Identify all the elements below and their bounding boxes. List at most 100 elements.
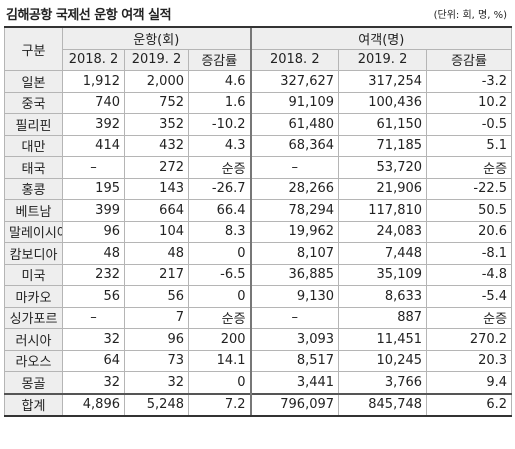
cell-flights-2019: 73: [124, 349, 189, 372]
table-row: 일본 1,912 2,000 4.6 327,627 317,254 -3.2: [4, 70, 513, 93]
row-label: 대만: [4, 134, 63, 157]
flights-passengers-table: 구분 운항(회) 여객(명) 2018. 2 2019. 2 증감률 2018.…: [4, 26, 513, 417]
cell-flights-2018: 32: [62, 371, 125, 394]
cell-passengers-2018: 3,093: [249, 328, 340, 351]
cell-passengers-2018: –: [249, 156, 340, 179]
cell-flights-change: 14.1: [187, 349, 252, 372]
cell-passengers-2018: 91,109: [249, 91, 340, 114]
table-body: 일본 1,912 2,000 4.6 327,627 317,254 -3.2 중국 740 75…: [4, 70, 513, 417]
row-label: 일본: [4, 70, 63, 93]
cell-flights-2019: 752: [124, 91, 189, 114]
header-flights-2019: 2019. 2: [124, 48, 189, 71]
cell-flights-2018: 392: [62, 113, 125, 136]
table-row: 필리핀 392 352 -10.2 61,480 61,150 -0.5: [4, 113, 513, 136]
cell-flights-2018: 4,896: [62, 392, 125, 417]
cell-passengers-change: -4.8: [426, 263, 513, 286]
cell-flights-2018: 32: [62, 328, 125, 351]
cell-passengers-2019: 61,150: [338, 113, 428, 136]
cell-passengers-2018: 78,294: [249, 199, 340, 222]
header-passengers-2018: 2018. 2: [249, 48, 340, 71]
cell-flights-2019: 56: [124, 285, 189, 308]
cell-passengers-change: 50.5: [426, 199, 513, 222]
cell-flights-2019: 143: [124, 177, 189, 200]
cell-flights-change: 66.4: [187, 199, 252, 222]
cell-passengers-2018: 61,480: [249, 113, 340, 136]
total-row: 합계 4,896 5,248 7.2 796,097 845,748 6.2: [4, 392, 513, 417]
cell-flights-change: -26.7: [187, 177, 252, 200]
cell-passengers-2019: 11,451: [338, 328, 428, 351]
cell-passengers-2018: 796,097: [249, 392, 340, 417]
unit-note: (단위: 회, 명, %): [433, 10, 507, 21]
cell-passengers-change: -0.5: [426, 113, 513, 136]
header-flights-change: 증감률: [187, 48, 252, 71]
cell-passengers-2018: 327,627: [249, 70, 340, 93]
cell-flights-2018: 64: [62, 349, 125, 372]
cell-passengers-change: 270.2: [426, 328, 513, 351]
cell-flights-change: 8.3: [187, 220, 252, 243]
table-row: 베트남 399 664 66.4 78,294 117,810 50.5: [4, 199, 513, 222]
cell-passengers-2018: 19,962: [249, 220, 340, 243]
cell-passengers-change: 20.3: [426, 349, 513, 372]
cell-passengers-2019: 71,185: [338, 134, 428, 157]
cell-passengers-2018: 3,441: [249, 371, 340, 394]
cell-flights-2019: 272: [124, 156, 189, 179]
cell-flights-2018: 232: [62, 263, 125, 286]
cell-passengers-change: 10.2: [426, 91, 513, 114]
cell-passengers-2018: 8,517: [249, 349, 340, 372]
row-label: 싱가포르: [4, 306, 63, 329]
header-row-sub: 2018. 2 2019. 2 증감률 2018. 2 2019. 2 증감률: [5, 48, 513, 71]
table-row: 중국 740 752 1.6 91,109 100,436 10.2: [4, 91, 513, 114]
row-label: 태국: [4, 156, 63, 179]
cell-flights-2019: 48: [124, 242, 189, 265]
table-row: 미국 232 217 -6.5 36,885 35,109 -4.8: [4, 263, 513, 286]
cell-passengers-2018: 8,107: [249, 242, 340, 265]
header-flights-group: 운항(회): [61, 26, 252, 50]
header-category: 구분: [4, 26, 63, 71]
header-flights-2018: 2018. 2: [62, 48, 125, 71]
cell-passengers-2018: 9,130: [249, 285, 340, 308]
cell-passengers-2019: 887: [338, 306, 428, 329]
cell-flights-change: 200: [187, 328, 252, 351]
cell-flights-change: 4.6: [187, 70, 252, 93]
row-label: 캄보디아: [4, 242, 63, 265]
table-row: 캄보디아 48 48 0 8,107 7,448 -8.1: [4, 242, 513, 265]
cell-flights-change: 0: [187, 285, 252, 308]
cell-passengers-2019: 317,254: [338, 70, 428, 93]
cell-passengers-2019: 845,748: [338, 392, 428, 417]
cell-flights-2019: 2,000: [124, 70, 189, 93]
row-label: 러시아: [4, 328, 63, 351]
row-label: 합계: [4, 392, 63, 417]
cell-flights-2019: 96: [124, 328, 189, 351]
cell-passengers-2018: –: [249, 306, 340, 329]
cell-passengers-2019: 53,720: [338, 156, 428, 179]
table-row: 러시아 32 96 200 3,093 11,451 270.2: [4, 328, 513, 351]
header-passengers-change: 증감률: [426, 48, 513, 71]
cell-passengers-2019: 35,109: [338, 263, 428, 286]
cell-flights-2018: 399: [62, 199, 125, 222]
cell-passengers-2019: 10,245: [338, 349, 428, 372]
cell-flights-change: 4.3: [187, 134, 252, 157]
row-label: 마카오: [4, 285, 63, 308]
cell-passengers-change: 6.2: [426, 392, 513, 417]
cell-flights-change: 0: [187, 242, 252, 265]
row-label: 필리핀: [4, 113, 63, 136]
row-label: 중국: [4, 91, 63, 114]
cell-flights-2018: –: [62, 156, 125, 179]
cell-flights-change: 0: [187, 371, 252, 394]
cell-flights-change: 1.6: [187, 91, 252, 114]
cell-flights-2019: 217: [124, 263, 189, 286]
cell-passengers-change: 순증: [426, 306, 513, 329]
cell-flights-change: -10.2: [187, 113, 252, 136]
cell-flights-2019: 5,248: [124, 392, 189, 417]
row-label: 미국: [4, 263, 63, 286]
cell-flights-2019: 432: [124, 134, 189, 157]
cell-flights-2019: 664: [124, 199, 189, 222]
cell-passengers-2018: 36,885: [249, 263, 340, 286]
cell-flights-change: -6.5: [187, 263, 252, 286]
cell-passengers-change: 20.6: [426, 220, 513, 243]
header-passengers-group: 여객(명): [249, 26, 513, 50]
cell-flights-2018: 195: [62, 177, 125, 200]
cell-passengers-change: -5.4: [426, 285, 513, 308]
